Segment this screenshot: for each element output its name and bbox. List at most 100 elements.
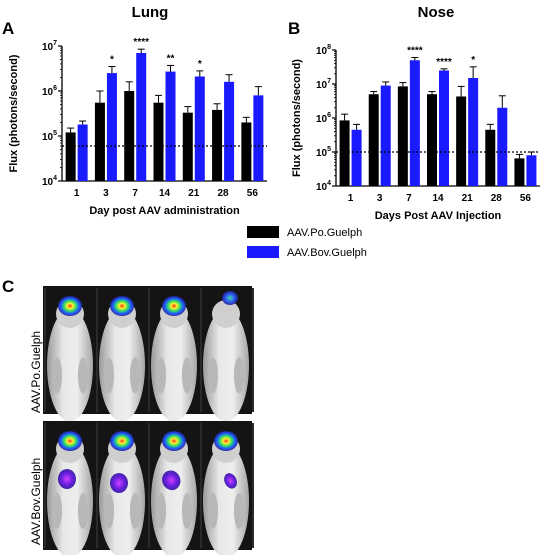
y-tick-label: 106 [42, 85, 57, 98]
bar-po [485, 129, 496, 186]
x-tick-label: 14 [159, 188, 171, 199]
panel-letter-c: C [2, 277, 14, 296]
y-tick-label: 105 [316, 146, 331, 159]
significance-marker: **** [407, 46, 423, 57]
y-tick-label: 107 [42, 40, 57, 53]
significance-marker: * [110, 55, 114, 66]
significance-marker: * [198, 59, 202, 70]
y-tick-label: 104 [42, 175, 57, 188]
y-axis-title: Flux (photons/second) [291, 59, 303, 177]
chart-title: Nose [418, 4, 455, 21]
bar-bov [380, 85, 391, 186]
nose-signal [162, 296, 186, 316]
bar-bov [409, 60, 420, 187]
nose-signal [58, 296, 82, 316]
bar-po [397, 86, 408, 186]
panel-letter-b: B [288, 19, 300, 38]
legend-swatch-bov [247, 246, 279, 258]
cage-divider [96, 423, 98, 548]
y-tick-label: 105 [42, 130, 57, 143]
nose-signal [110, 296, 134, 316]
mouse-leg [182, 492, 192, 529]
mouse-leg [78, 492, 88, 529]
bar-po [124, 91, 135, 181]
mouse-body [47, 309, 93, 422]
photo-label-bov: AAV.Bov.Guelph [29, 458, 43, 545]
x-tick-label: 1 [348, 193, 354, 204]
mouse-head [212, 300, 240, 328]
cage-divider [44, 288, 46, 412]
mouse-body [203, 444, 249, 558]
bar-po [241, 122, 252, 181]
lung-chart: Lung Flux (photons/second) Day post AAV ad… [8, 4, 267, 217]
mouse-leg [52, 357, 62, 394]
mouse-leg [208, 357, 218, 394]
x-tick-label: 28 [491, 193, 503, 204]
nose-signal [162, 431, 186, 451]
mouse-body [151, 309, 197, 422]
nose-chart: Nose Flux (photons/second) Days Post AAV I… [291, 4, 540, 222]
x-tick-label: 3 [377, 193, 383, 204]
nose-signal [110, 431, 134, 451]
bar-bov [468, 78, 479, 186]
x-axis-title: Day post AAV administration [89, 205, 240, 217]
mouse-body [203, 309, 249, 422]
x-tick-label: 3 [103, 188, 109, 199]
x-tick-label: 21 [188, 188, 200, 199]
chart-title: Lung [132, 4, 169, 21]
bar-po [427, 94, 437, 186]
lung-signal [110, 473, 128, 493]
mouse-leg [104, 357, 114, 394]
bar-po [514, 158, 525, 186]
x-tick-label: 14 [432, 193, 444, 204]
bar-bov [351, 129, 362, 186]
bar-bov [439, 70, 449, 186]
mouse-leg [52, 492, 62, 529]
mouse-leg [234, 492, 244, 529]
photo-label-po: AAV.Po.Guelph [29, 331, 43, 413]
legend: AAV.Po.Guelph AAV.Bov.Guelph [247, 226, 367, 259]
mouse-leg [208, 492, 218, 529]
y-tick-label: 104 [316, 180, 331, 193]
mouse-leg [182, 357, 192, 394]
y-tick-label: 108 [316, 44, 331, 57]
y-axis-title: Flux (photons/second) [8, 54, 20, 172]
bar-po [182, 112, 193, 181]
bar-bov [526, 155, 537, 186]
lung-signal [224, 473, 237, 489]
x-tick-label: 56 [247, 188, 259, 199]
cage-divider [252, 423, 254, 548]
photo-panel-c: AAV.Po.Guelph AAV.Bov.Guelph [29, 286, 254, 558]
x-tick-label: 56 [520, 193, 532, 204]
photo-bov [43, 421, 254, 558]
bar-po [153, 102, 164, 181]
mouse-leg [156, 492, 166, 529]
nose-signal [222, 291, 238, 305]
mouse-body [47, 444, 93, 558]
cage-divider [148, 423, 150, 548]
cage-divider [44, 423, 46, 548]
x-tick-label: 1 [74, 188, 80, 199]
mouse-leg [130, 357, 140, 394]
mouse-leg [104, 492, 114, 529]
bar-bov [224, 81, 235, 181]
mouse-leg [156, 357, 166, 394]
y-tick-label: 106 [316, 112, 331, 125]
photo-po [43, 286, 254, 422]
mouse-leg [234, 357, 244, 394]
legend-label-po: AAV.Po.Guelph [287, 227, 362, 239]
x-tick-label: 7 [406, 193, 412, 204]
bar-bov [165, 71, 176, 181]
mouse-body [99, 309, 145, 422]
bar-po [339, 120, 350, 186]
bar-bov [253, 95, 264, 181]
bar-po [212, 109, 223, 181]
x-tick-label: 28 [218, 188, 230, 199]
legend-label-bov: AAV.Bov.Guelph [287, 247, 367, 259]
mouse-leg [130, 492, 140, 529]
x-tick-label: 7 [132, 188, 138, 199]
lung-signal [162, 470, 181, 491]
mouse-leg [78, 357, 88, 394]
bar-po [94, 102, 105, 181]
